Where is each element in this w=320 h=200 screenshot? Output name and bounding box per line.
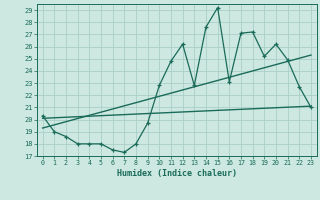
X-axis label: Humidex (Indice chaleur): Humidex (Indice chaleur) bbox=[117, 169, 237, 178]
